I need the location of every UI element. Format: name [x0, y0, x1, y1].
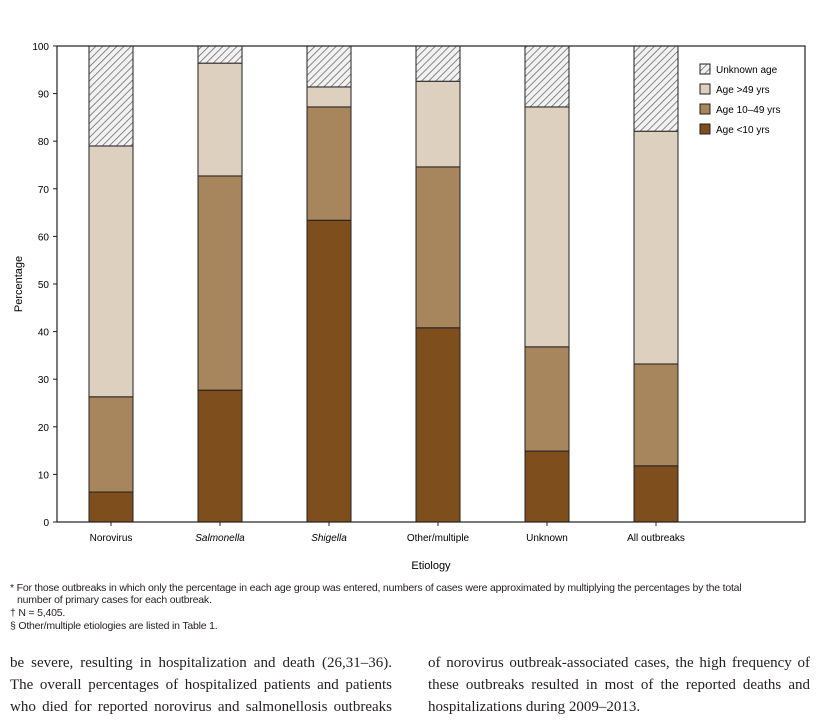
- y-tick-label: 70: [38, 185, 50, 196]
- y-tick-label: 100: [32, 42, 49, 53]
- x-tick-label: Salmonella: [195, 533, 245, 544]
- body-line: The overall percentages of hospitalized …: [10, 677, 392, 693]
- body-line: who died for reported norovirus and salm…: [10, 699, 392, 715]
- legend-swatch: [699, 83, 711, 95]
- bar-segment-age-10-49-yrs: [633, 363, 679, 467]
- bar-segment-age-10-49-yrs: [197, 175, 243, 391]
- bar-segment-age-10-yrs: [633, 465, 679, 523]
- bar-segment-age-49-yrs: [197, 62, 243, 177]
- x-tick-label: Other/multiple: [407, 533, 470, 544]
- x-axis-label: Etiology: [411, 560, 451, 572]
- bar-segment-age-49-yrs: [524, 106, 570, 348]
- legend-swatch: [699, 63, 711, 75]
- bar-segment-age-10-49-yrs: [306, 106, 352, 221]
- legend-swatch: [699, 123, 711, 135]
- x-tick-label: Shigella: [311, 533, 347, 544]
- bar-segment-age-49-yrs: [633, 130, 679, 365]
- legend-label: Age 10–49 yrs: [716, 105, 781, 116]
- body-line: these outbreaks resulted in most of the …: [428, 677, 810, 693]
- bar-segment-age-49-yrs: [306, 86, 352, 108]
- bar-segment-age-10-yrs: [306, 219, 352, 523]
- bar-segment-age-10-yrs: [524, 450, 570, 523]
- y-tick-label: 0: [43, 518, 49, 529]
- bar-segment-unknown-age: [415, 45, 461, 82]
- body-column-right: of norovirus outbreak-associated cases, …: [428, 652, 810, 718]
- y-tick-label: 30: [38, 375, 50, 386]
- x-tick-label: Norovirus: [90, 533, 133, 544]
- bar-segment-age-10-49-yrs: [524, 346, 570, 452]
- y-tick-label: 20: [38, 423, 50, 434]
- bar-segment-age-10-yrs: [197, 389, 243, 523]
- legend-label: Age >49 yrs: [716, 85, 770, 96]
- bar-segment-unknown-age: [633, 45, 679, 132]
- x-tick-label: All outbreaks: [627, 533, 685, 544]
- bar-segment-age-10-49-yrs: [88, 396, 134, 493]
- footnote-2: † N = 5,405.: [10, 607, 66, 619]
- body-column-left: be severe, resulting in hospitalization …: [10, 652, 392, 718]
- bar-segment-age-10-yrs: [88, 491, 134, 523]
- y-tick-label: 10: [38, 470, 50, 481]
- y-tick-label: 80: [38, 137, 50, 148]
- bar-segment-age-10-yrs: [415, 327, 461, 523]
- bar-segment-age-49-yrs: [415, 80, 461, 168]
- bar-segment-age-10-49-yrs: [415, 166, 461, 329]
- bar-segment-unknown-age: [306, 45, 352, 88]
- bar-segment-unknown-age: [524, 45, 570, 108]
- bar-segment-unknown-age: [88, 45, 134, 147]
- stacked-bar-chart: 0 10 20 30 40 50 60 70 80 90 100 Norovirus Salmonell…: [13, 42, 806, 572]
- legend-label: Unknown age: [716, 65, 778, 76]
- bar-segment-unknown-age: [197, 45, 243, 64]
- legend-swatch: [699, 103, 711, 115]
- y-tick-label: 90: [38, 90, 50, 101]
- y-tick-label: 60: [38, 232, 50, 243]
- y-axis-label: Percentage: [13, 256, 25, 312]
- plot-frame: [56, 45, 806, 523]
- body-line: hospitalizations during 2009–2013.: [428, 699, 641, 715]
- footnote-1-cont: number of primary cases for each outbrea…: [17, 594, 212, 606]
- footnote-1: * For those outbreaks in which only the …: [10, 582, 742, 594]
- bar-segment-age-49-yrs: [88, 145, 134, 398]
- legend-label: Age <10 yrs: [716, 125, 770, 136]
- y-tick-label: 40: [38, 328, 50, 339]
- body-line: be severe, resulting in hospitalization …: [10, 655, 392, 671]
- y-tick-label: 50: [38, 280, 50, 291]
- x-tick-label: Unknown: [526, 533, 568, 544]
- body-line: of norovirus outbreak-associated cases, …: [428, 655, 810, 671]
- footnote-3: § Other/multiple etiologies are listed i…: [10, 620, 218, 632]
